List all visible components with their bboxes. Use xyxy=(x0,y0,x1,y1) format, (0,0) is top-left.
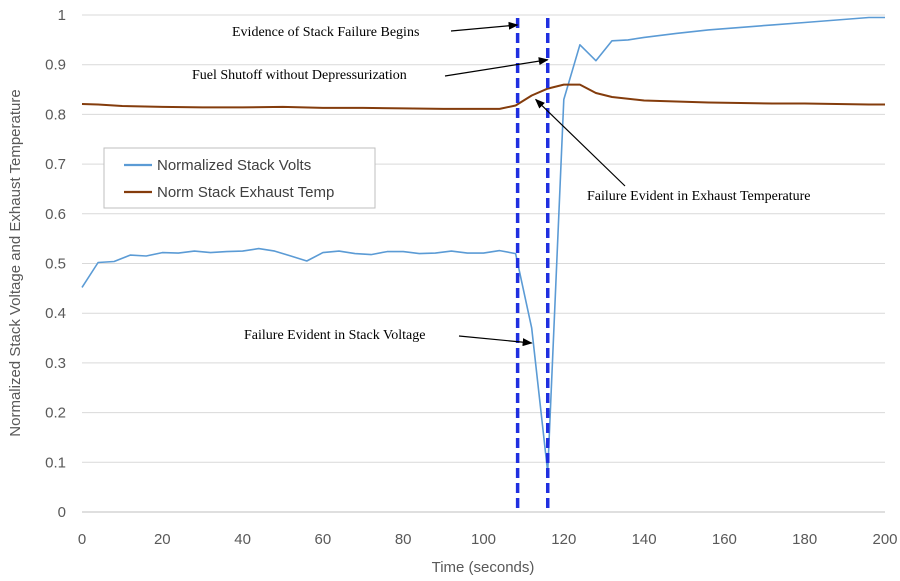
series-lines xyxy=(81,16,885,474)
axes: 0 0.1 0.2 0.3 0.4 0.5 0.6 0.7 0.8 0.9 1 0 20 40 60 80 10… xyxy=(45,7,897,548)
annotation-label: Evidence of Stack Failure Begins xyxy=(232,25,419,40)
y-tick-label: 0.3 xyxy=(45,355,66,372)
y-tick-label: 0.1 xyxy=(45,454,66,471)
x-tick-label: 60 xyxy=(315,531,332,548)
event-lines xyxy=(515,18,550,512)
y-tick-label: 0.5 xyxy=(45,256,66,273)
y-tick-label: 0.7 xyxy=(45,156,66,173)
y-tick-label: 0.8 xyxy=(45,106,66,123)
series-line-2 xyxy=(81,83,885,110)
annotation-arrow xyxy=(534,98,626,187)
x-tick-label: 40 xyxy=(234,531,251,548)
y-tick-label: 0.4 xyxy=(45,305,66,322)
x-tick-label: 160 xyxy=(712,531,737,548)
legend-box xyxy=(103,147,376,209)
x-tick-label: 200 xyxy=(872,531,897,548)
x-tick-label: 0 xyxy=(78,531,86,548)
annotation-arrow xyxy=(458,335,533,347)
y-tick-label: 0.2 xyxy=(45,405,66,422)
x-tick-label: 180 xyxy=(792,531,817,548)
legend-label: Normalized Stack Volts xyxy=(157,157,311,174)
y-axis-title: Normalized Stack Voltage and Exhaust Tem… xyxy=(7,89,24,436)
y-tick-label: 1 xyxy=(58,7,66,24)
annotation-label: Fuel Shutoff without Depressurization xyxy=(192,68,407,83)
x-axis-title: Time (seconds) xyxy=(432,559,535,576)
legend: Normalized Stack Volts Norm Stack Exhaust… xyxy=(103,147,376,209)
y-tick-label: 0.6 xyxy=(45,206,66,223)
x-tick-label: 80 xyxy=(395,531,412,548)
x-tick-label: 100 xyxy=(471,531,496,548)
annotations: Evidence of Stack Failure Begins Fuel Shu… xyxy=(192,21,810,347)
x-tick-label: 120 xyxy=(551,531,576,548)
annotation-label: Failure Evident in Exhaust Temperature xyxy=(587,189,810,204)
x-tick-label: 140 xyxy=(632,531,657,548)
annotation-arrow xyxy=(444,57,549,77)
annotation-arrow xyxy=(450,21,519,32)
y-tick-label: 0.9 xyxy=(45,57,66,74)
y-tick-label: 0 xyxy=(58,504,66,521)
series-line-1 xyxy=(81,16,885,474)
annotation-label: Failure Evident in Stack Voltage xyxy=(244,328,425,343)
x-tick-label: 20 xyxy=(154,531,171,548)
legend-label: Norm Stack Exhaust Temp xyxy=(157,184,334,201)
